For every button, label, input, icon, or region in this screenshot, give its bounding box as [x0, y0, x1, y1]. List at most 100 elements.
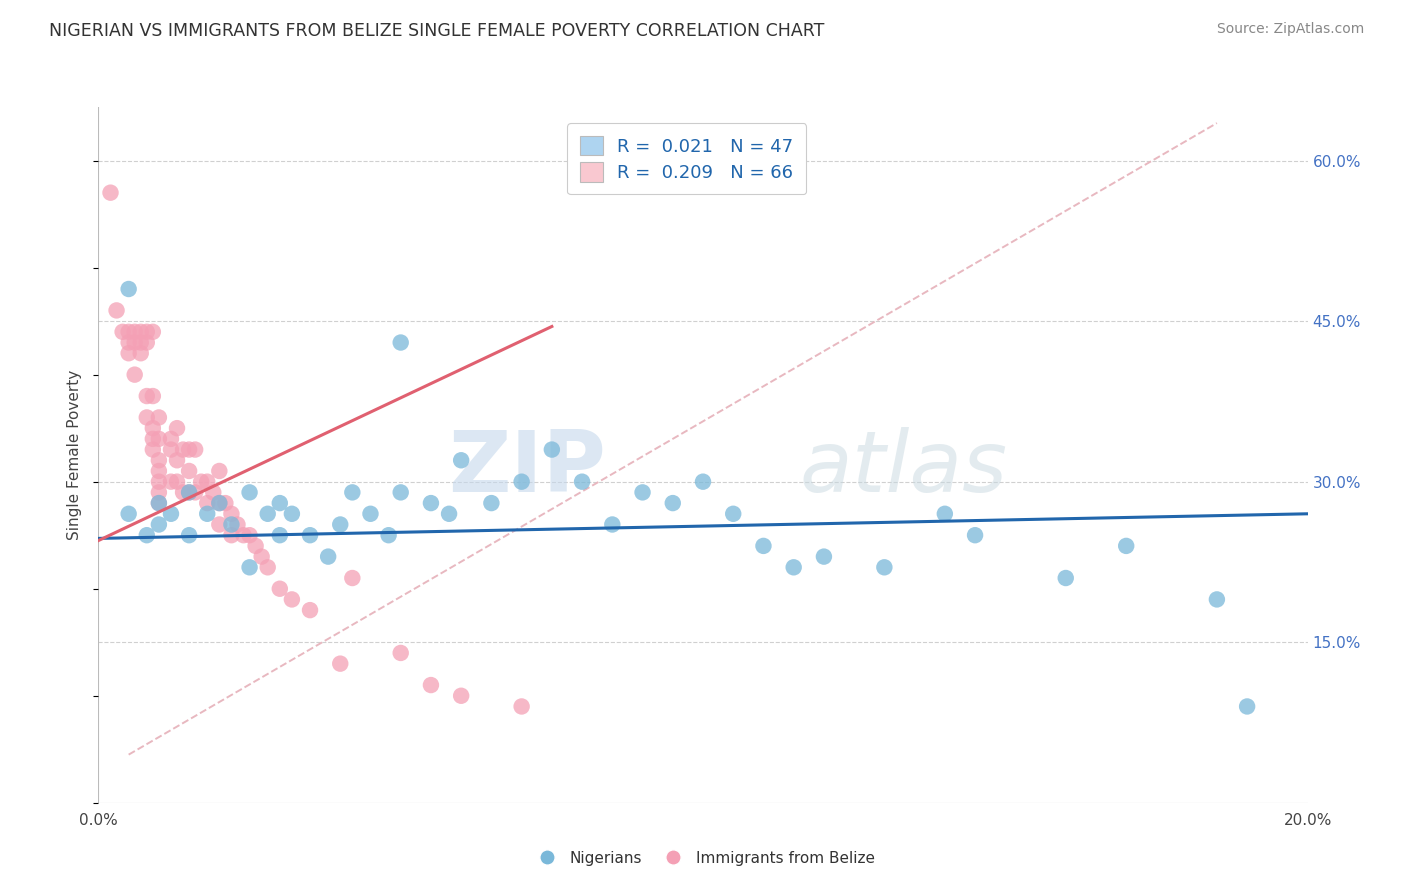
Point [172, 485, 194, 500]
Point [179, 528, 201, 542]
Point [965, 528, 987, 542]
Point [389, 646, 412, 660]
Point [148, 475, 170, 489]
Point [692, 475, 714, 489]
Point [389, 335, 412, 350]
Point [1206, 592, 1229, 607]
Point [752, 539, 775, 553]
Text: Source: ZipAtlas.com: Source: ZipAtlas.com [1216, 22, 1364, 37]
Point [269, 582, 291, 596]
Point [100, 186, 122, 200]
Point [420, 678, 443, 692]
Point [184, 485, 207, 500]
Point [239, 485, 262, 500]
Point [389, 485, 412, 500]
Point [195, 507, 218, 521]
Point [245, 539, 267, 553]
Point [118, 346, 141, 360]
Point [195, 496, 218, 510]
Legend: Nigerians, Immigrants from Belize: Nigerians, Immigrants from Belize [526, 845, 880, 871]
Point [166, 421, 188, 435]
Point [1236, 699, 1258, 714]
Point [450, 453, 472, 467]
Point [160, 475, 183, 489]
Point [208, 464, 231, 478]
Point [873, 560, 896, 574]
Point [135, 335, 157, 350]
Point [1054, 571, 1077, 585]
Point [934, 507, 956, 521]
Point [342, 485, 364, 500]
Point [360, 507, 382, 521]
Point [160, 442, 183, 457]
Point [118, 507, 141, 521]
Point [662, 496, 685, 510]
Point [160, 507, 183, 521]
Point [129, 335, 152, 350]
Point [148, 496, 170, 510]
Point [510, 475, 533, 489]
Point [239, 528, 262, 542]
Point [813, 549, 835, 564]
Point [221, 528, 243, 542]
Point [135, 389, 157, 403]
Point [135, 410, 157, 425]
Point [129, 325, 152, 339]
Point [118, 325, 141, 339]
Point [214, 496, 236, 510]
Point [148, 464, 170, 478]
Point [118, 335, 141, 350]
Point [179, 442, 201, 457]
Point [135, 325, 157, 339]
Point [450, 689, 472, 703]
Point [160, 432, 183, 446]
Point [142, 389, 165, 403]
Point [111, 325, 134, 339]
Point [281, 592, 304, 607]
Point [232, 528, 254, 542]
Point [221, 517, 243, 532]
Point [179, 485, 201, 500]
Point [135, 528, 157, 542]
Text: atlas: atlas [800, 427, 1008, 510]
Point [208, 496, 231, 510]
Point [437, 507, 460, 521]
Point [226, 517, 249, 532]
Point [281, 507, 304, 521]
Point [316, 549, 339, 564]
Point [256, 560, 278, 574]
Point [129, 346, 152, 360]
Point [142, 442, 165, 457]
Point [190, 475, 212, 489]
Point [481, 496, 503, 510]
Point [329, 517, 352, 532]
Text: NIGERIAN VS IMMIGRANTS FROM BELIZE SINGLE FEMALE POVERTY CORRELATION CHART: NIGERIAN VS IMMIGRANTS FROM BELIZE SINGL… [49, 22, 824, 40]
Point [172, 442, 194, 457]
Point [329, 657, 352, 671]
Point [148, 432, 170, 446]
Point [420, 496, 443, 510]
Point [269, 496, 291, 510]
Point [142, 432, 165, 446]
Point [184, 442, 207, 457]
Point [148, 453, 170, 467]
Point [571, 475, 593, 489]
Point [540, 442, 562, 457]
Point [202, 485, 225, 500]
Point [179, 485, 201, 500]
Point [166, 475, 188, 489]
Point [124, 335, 146, 350]
Point [1115, 539, 1137, 553]
Y-axis label: Single Female Poverty: Single Female Poverty [67, 370, 83, 540]
Point [142, 421, 165, 435]
Point [179, 464, 201, 478]
Point [250, 549, 273, 564]
Point [299, 528, 322, 542]
Point [105, 303, 128, 318]
Point [148, 496, 170, 510]
Point [148, 485, 170, 500]
Point [631, 485, 654, 500]
Point [142, 325, 165, 339]
Point [342, 571, 364, 585]
Point [208, 517, 231, 532]
